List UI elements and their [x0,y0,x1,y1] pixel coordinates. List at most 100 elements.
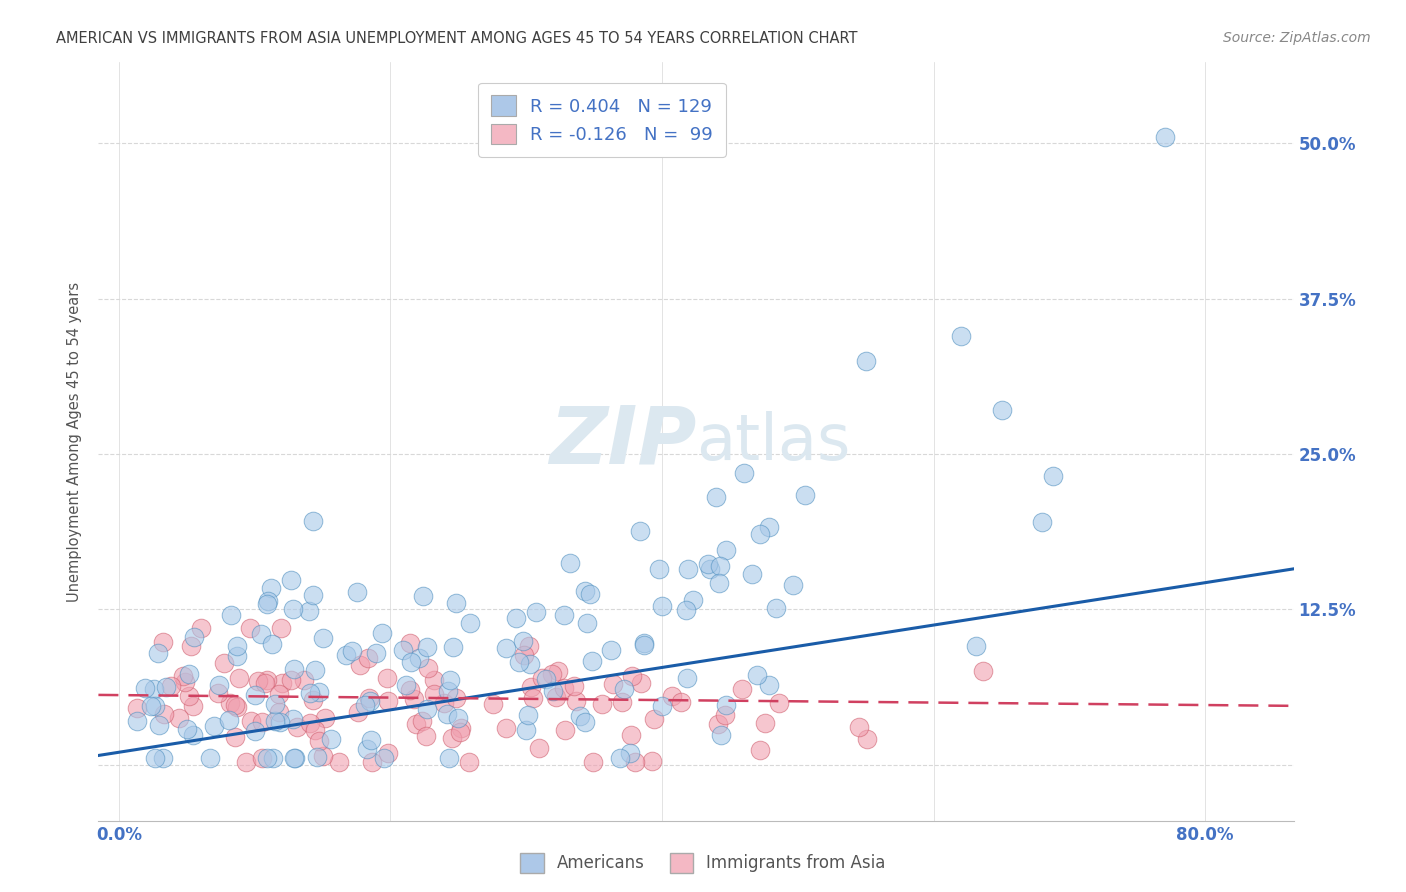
Point [219,607,242,622]
Point [146,646,169,660]
Point [280,673,302,687]
Point [749,526,772,541]
Point [346,584,368,599]
Point [284,751,307,765]
Point [405,716,427,731]
Point [250,627,273,641]
Point [411,714,433,728]
Point [458,615,481,630]
Point [436,706,458,721]
Point [441,731,464,745]
Point [267,706,290,720]
Point [308,734,330,748]
Point [271,676,294,690]
Point [612,695,634,709]
Point [262,751,284,765]
Text: Source: ZipAtlas.com: Source: ZipAtlas.com [1223,31,1371,45]
Point [299,686,322,700]
Point [357,691,380,706]
Point [412,589,434,603]
Point [152,751,174,765]
Point [707,716,730,731]
Point [356,651,378,665]
Point [591,698,613,712]
Point [574,715,596,730]
Point [547,664,569,678]
Point [675,603,697,617]
Point [505,611,527,625]
Point [450,721,472,735]
Point [512,634,534,648]
Point [159,679,181,693]
Point [517,707,540,722]
Point [651,698,673,713]
Point [399,682,422,697]
Point [541,683,564,698]
Y-axis label: Unemployment Among Ages 45 to 54 years: Unemployment Among Ages 45 to 54 years [67,282,83,601]
Point [250,715,273,730]
Point [264,697,287,711]
Point [699,562,721,576]
Point [565,694,588,708]
Point [328,756,350,770]
Point [620,729,643,743]
Point [495,641,517,656]
Text: AMERICAN VS IMMIGRANTS FROM ASIA UNEMPLOYMENT AMONG AGES 45 TO 54 YEARS CORRELAT: AMERICAN VS IMMIGRANTS FROM ASIA UNEMPLO… [56,31,858,46]
Point [228,672,250,686]
Point [256,673,278,687]
Point [602,677,624,691]
Point [519,680,541,694]
Point [643,712,665,726]
Point [515,723,537,738]
Point [633,638,655,652]
Point [225,640,247,654]
Point [630,676,652,690]
Legend: R = 0.404   N = 129, R = -0.126   N =  99: R = 0.404 N = 129, R = -0.126 N = 99 [478,83,725,157]
Point [207,686,229,700]
Point [152,635,174,649]
Point [377,746,399,760]
Point [716,542,738,557]
Point [415,729,437,743]
Point [375,672,398,686]
Point [174,674,197,689]
Point [143,681,166,696]
Point [733,466,755,480]
Point [741,566,763,581]
Point [219,696,242,710]
Point [253,676,276,690]
Point [224,698,246,712]
Point [676,562,699,576]
Point [482,697,505,711]
Point [256,594,278,608]
Point [402,691,425,706]
Point [183,698,205,713]
Point [243,724,266,739]
Point [513,648,536,663]
Point [576,615,599,630]
Point [541,667,564,681]
Point [263,714,285,728]
Point [252,751,274,765]
Point [143,751,166,765]
Point [190,621,212,635]
Point [308,684,330,698]
Point [285,720,308,734]
Point [301,588,323,602]
Point [416,702,439,716]
Point [709,558,731,573]
Point [354,698,377,712]
Point [304,723,326,738]
Point [581,756,603,770]
Point [180,639,202,653]
Point [534,672,557,686]
Point [125,700,148,714]
Point [661,689,683,703]
Point [172,669,194,683]
Point [301,514,323,528]
Point [574,583,596,598]
Point [447,711,470,725]
Point [179,667,201,681]
Point [283,602,305,616]
Point [747,668,769,682]
